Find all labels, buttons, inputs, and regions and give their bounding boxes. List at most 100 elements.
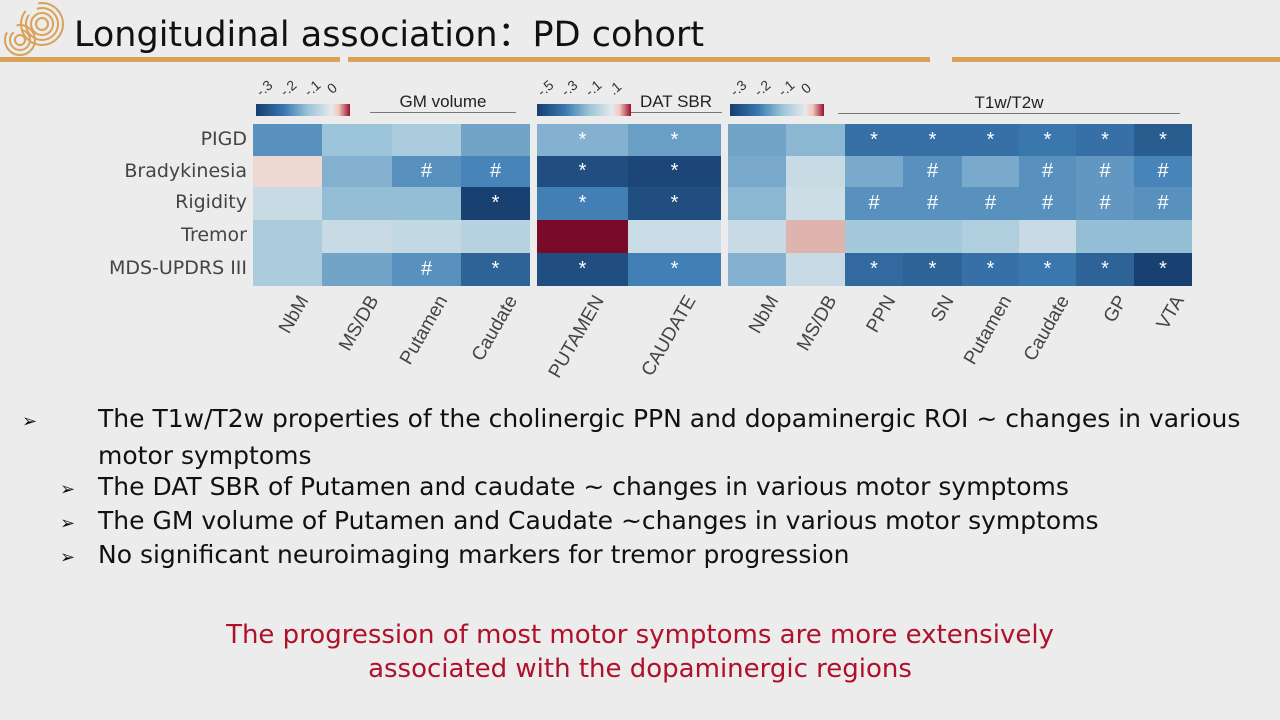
significance-mark: * — [962, 253, 1019, 286]
heatmap-cell — [962, 156, 1019, 187]
colorbar — [256, 104, 350, 116]
heatmap-cell — [392, 124, 461, 156]
significance-mark: * — [461, 253, 530, 286]
significance-mark: * — [537, 253, 628, 286]
heatmap-cell — [322, 124, 392, 156]
logo-icon — [4, 2, 64, 56]
significance-mark: # — [1019, 187, 1076, 220]
bullet-text: The T1w/T2w properties of the cholinergi… — [98, 404, 1241, 470]
bullet-arrow-icon: ➢ — [60, 547, 76, 568]
significance-mark: * — [845, 253, 903, 286]
heatmap-cell — [728, 187, 786, 220]
title-divider — [348, 57, 930, 62]
significance-mark: # — [392, 156, 461, 187]
heatmap-cell — [728, 124, 786, 156]
heatmap-cell — [253, 124, 322, 156]
significance-mark: * — [1134, 253, 1192, 286]
column-label: Caudate — [1019, 292, 1074, 365]
colorbar-tick: -.1 — [300, 76, 324, 100]
significance-mark: * — [1076, 253, 1134, 286]
bullet-item: ➢ The GM volume of Putamen and Caudate ~c… — [60, 504, 1260, 541]
heatmap-cell — [962, 220, 1019, 253]
heatmap-cell — [728, 220, 786, 253]
significance-mark: * — [1019, 253, 1076, 286]
bullet-text: No significant neuroimaging markers for … — [98, 540, 850, 569]
significance-mark: # — [461, 156, 530, 187]
heatmap-cell — [253, 253, 322, 286]
column-label: NbM — [744, 292, 784, 338]
bullet-item: ➢ No significant neuroimaging markers for… — [60, 538, 1260, 575]
bullet-text: The DAT SBR of Putamen and caudate ~ cha… — [98, 472, 1069, 501]
colorbar-tick: -.3 — [252, 76, 276, 100]
bullet-text: The GM volume of Putamen and Caudate ~ch… — [98, 506, 1099, 535]
column-label: MS/DB — [793, 292, 842, 355]
slide-title: Longitudinal association：PD cohort — [74, 15, 705, 55]
significance-mark: # — [962, 187, 1019, 220]
heatmap-cell — [322, 156, 392, 187]
heatmap-cell — [461, 220, 530, 253]
heatmap-cell — [392, 220, 461, 253]
significance-mark: * — [962, 124, 1019, 156]
significance-mark: # — [1076, 187, 1134, 220]
column-label: VTA — [1153, 292, 1190, 334]
row-label: Tremor — [181, 224, 247, 246]
colorbar — [730, 104, 824, 116]
significance-mark: * — [1134, 124, 1192, 156]
row-label: MDS-UPDRS III — [108, 257, 247, 279]
bullet-arrow-icon: ➢ — [22, 411, 38, 432]
group-label: T1w/T2w — [838, 93, 1180, 114]
row-label: Bradykinesia — [124, 160, 247, 182]
heatmap-cell — [903, 220, 962, 253]
heatmap-cell — [845, 220, 903, 253]
significance-mark: # — [1134, 156, 1192, 187]
colorbar-tick: -.2 — [750, 76, 774, 100]
row-label: Rigidity — [175, 191, 247, 213]
column-label: Putamen — [396, 292, 453, 369]
colorbar-tick: 0 — [797, 79, 815, 97]
column-label: GP — [1099, 292, 1132, 327]
heatmap-cell — [728, 253, 786, 286]
column-label: Putamen — [960, 292, 1017, 369]
heatmap-cell — [392, 187, 461, 220]
heatmap-cell — [786, 253, 845, 286]
heatmap-cell — [1134, 220, 1192, 253]
colorbar-tick: -.1 — [581, 76, 605, 100]
significance-mark: # — [1076, 156, 1134, 187]
column-label: NbM — [275, 292, 314, 338]
heatmap-cell — [322, 253, 392, 286]
colorbar-tick: -.2 — [276, 76, 300, 100]
significance-mark: * — [1019, 124, 1076, 156]
colorbar-tick: -.3 — [557, 76, 581, 100]
column-label: CAUDATE — [637, 292, 701, 380]
significance-mark: * — [628, 187, 721, 220]
colorbar — [537, 104, 631, 116]
significance-mark: * — [903, 253, 962, 286]
column-label: SN — [927, 292, 959, 326]
colorbar-tick: -.1 — [774, 76, 798, 100]
heatmap-cell — [1019, 220, 1076, 253]
heatmap-cell — [786, 187, 845, 220]
colorbar-tick: -.3 — [726, 76, 750, 100]
heatmap-cell — [1076, 220, 1134, 253]
heatmap-cell — [322, 187, 392, 220]
heatmap-cell — [786, 124, 845, 156]
column-label: PPN — [862, 292, 901, 337]
group-label: DAT SBR — [630, 92, 722, 113]
conclusion: The progression of most motor symptoms a… — [0, 618, 1280, 686]
significance-mark: * — [903, 124, 962, 156]
significance-mark: * — [628, 253, 721, 286]
heatmap-cell — [253, 187, 322, 220]
heatmap-cell — [322, 220, 392, 253]
bullet-item: ➢ The T1w/T2w properties of the cholinerg… — [22, 402, 1258, 473]
group-label: GM volume — [370, 92, 516, 113]
title-divider — [0, 57, 340, 62]
conclusion-line: The progression of most motor symptoms a… — [226, 620, 1054, 650]
column-label: MS/DB — [334, 292, 384, 355]
colorbar-tick: .1 — [605, 78, 625, 98]
heatmap-cell — [628, 220, 721, 253]
heatmap-cell — [786, 156, 845, 187]
significance-mark: * — [537, 124, 628, 156]
bullet-arrow-icon: ➢ — [60, 479, 76, 500]
colorbar-tick: -.5 — [533, 76, 557, 100]
title-divider — [952, 57, 1280, 62]
